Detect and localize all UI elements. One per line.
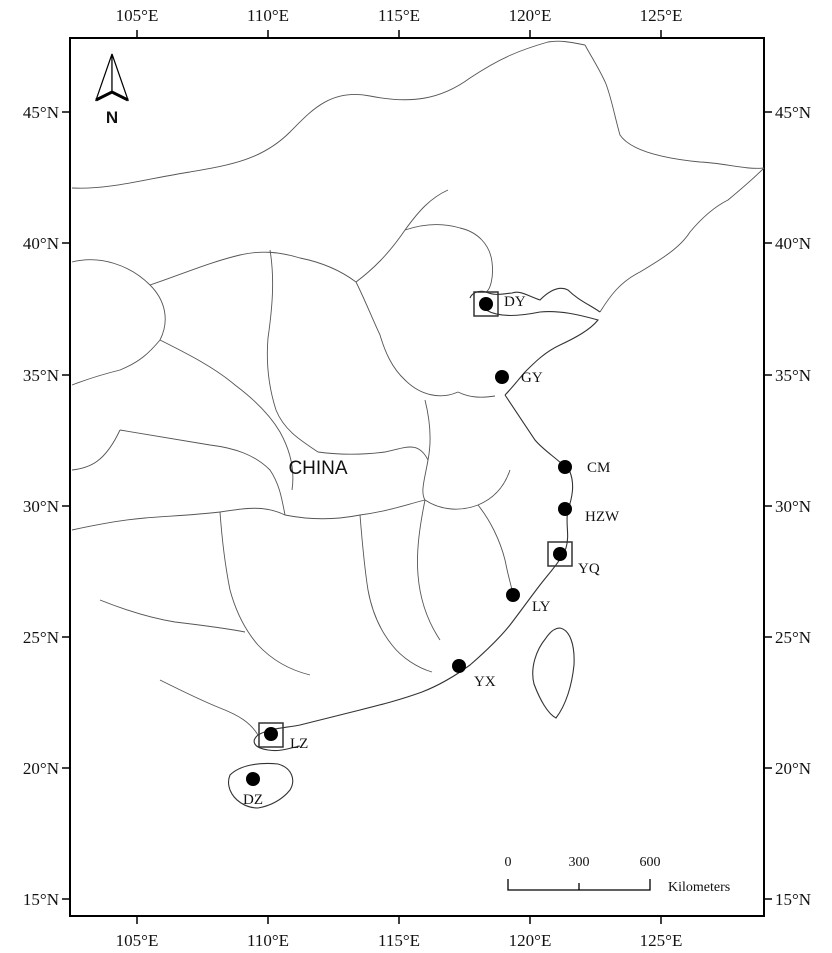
province-border-7 — [71, 499, 426, 531]
site-label-dy: DY — [504, 294, 526, 310]
site-label-dz: DZ — [243, 792, 263, 808]
northern-border-line — [71, 40, 586, 189]
province-border-1 — [71, 259, 166, 386]
lat-label-left-35: 35°N — [23, 366, 59, 385]
lon-label-bottom-110: 110°E — [247, 931, 289, 950]
lat-label-left-30: 30°N — [23, 497, 59, 516]
province-border-6 — [119, 429, 286, 516]
province-border-3 — [355, 281, 459, 397]
site-dot-lz — [264, 727, 278, 741]
lon-label-bottom-105: 105°E — [116, 931, 159, 950]
site-dot-yq — [553, 547, 567, 561]
lat-tick-marks — [62, 111, 772, 900]
site-label-cm: CM — [587, 460, 610, 476]
scale-bar-line — [507, 879, 651, 891]
lon-label-bottom-120: 120°E — [509, 931, 552, 950]
province-border-11 — [219, 511, 311, 676]
province-border-8 — [422, 399, 511, 510]
lat-label-right-45: 45°N — [775, 103, 811, 122]
taiwan-island — [532, 627, 575, 719]
province-border-16 — [404, 224, 493, 293]
province-border-13 — [159, 679, 259, 736]
lat-label-right-15: 15°N — [775, 890, 811, 909]
basemap-outlines — [71, 40, 765, 809]
province-border-2 — [149, 251, 357, 286]
map-frame — [69, 37, 765, 917]
lon-label-top-105: 105°E — [116, 6, 159, 25]
site-dot-dy — [479, 297, 493, 311]
scale-label-300: 300 — [569, 855, 590, 870]
province-border-15 — [317, 446, 429, 461]
province-border-18 — [457, 391, 496, 398]
lat-label-right-20: 20°N — [775, 759, 811, 778]
northeast-border-east — [599, 167, 765, 313]
lat-label-left-15: 15°N — [23, 890, 59, 909]
site-box-yq — [547, 541, 573, 567]
site-markers: DY GY CM HZW YQ LY YX LZ DZ — [243, 291, 620, 808]
scale-unit-label: Kilometers — [668, 880, 730, 895]
province-border-19 — [71, 429, 121, 471]
scale-bar: 0 300 600 Kilometers — [505, 855, 731, 895]
north-arrow-label: N — [106, 108, 118, 127]
north-arrow: N — [94, 53, 130, 127]
province-border-9 — [417, 499, 441, 641]
province-border-14 — [477, 504, 516, 601]
lat-label-left-25: 25°N — [23, 628, 59, 647]
site-dot-cm — [558, 460, 572, 474]
scale-label-600: 600 — [640, 855, 661, 870]
site-dot-gy — [495, 370, 509, 384]
province-border-10 — [359, 514, 433, 673]
province-border-5 — [159, 339, 294, 491]
site-dot-yx — [452, 659, 466, 673]
lat-label-left-20: 20°N — [23, 759, 59, 778]
site-label-ly: LY — [532, 599, 551, 615]
site-box-lz — [258, 722, 284, 748]
country-label: CHINA — [288, 458, 347, 479]
site-box-dy — [473, 291, 499, 317]
site-label-yq: YQ — [578, 561, 600, 577]
lat-label-left-45: 45°N — [23, 103, 59, 122]
site-label-yx: YX — [474, 674, 496, 690]
hainan-island — [227, 762, 294, 809]
lon-label-bottom-125: 125°E — [640, 931, 683, 950]
lon-label-top-110: 110°E — [247, 6, 289, 25]
lat-label-right-40: 40°N — [775, 234, 811, 253]
province-border-4 — [266, 249, 319, 453]
lat-label-right-25: 25°N — [775, 628, 811, 647]
northeast-border-line — [584, 44, 765, 169]
shandong-coast — [485, 309, 599, 396]
site-dot-ly — [506, 588, 520, 602]
site-dot-dz — [246, 772, 260, 786]
site-label-lz: LZ — [290, 736, 308, 752]
lon-label-bottom-115: 115°E — [378, 931, 420, 950]
lon-label-top-125: 125°E — [640, 6, 683, 25]
lat-label-left-40: 40°N — [23, 234, 59, 253]
lat-label-right-30: 30°N — [775, 497, 811, 516]
scale-label-0: 0 — [505, 855, 512, 870]
site-dot-hzw — [558, 502, 572, 516]
site-label-hzw: HZW — [585, 509, 620, 525]
province-border-12 — [99, 599, 246, 633]
lon-label-top-120: 120°E — [509, 6, 552, 25]
lon-tick-marks — [136, 30, 662, 924]
east-coast — [253, 394, 574, 752]
province-border-17 — [355, 189, 449, 283]
lat-label-right-35: 35°N — [775, 366, 811, 385]
lon-label-top-115: 115°E — [378, 6, 420, 25]
site-label-gy: GY — [521, 370, 543, 386]
